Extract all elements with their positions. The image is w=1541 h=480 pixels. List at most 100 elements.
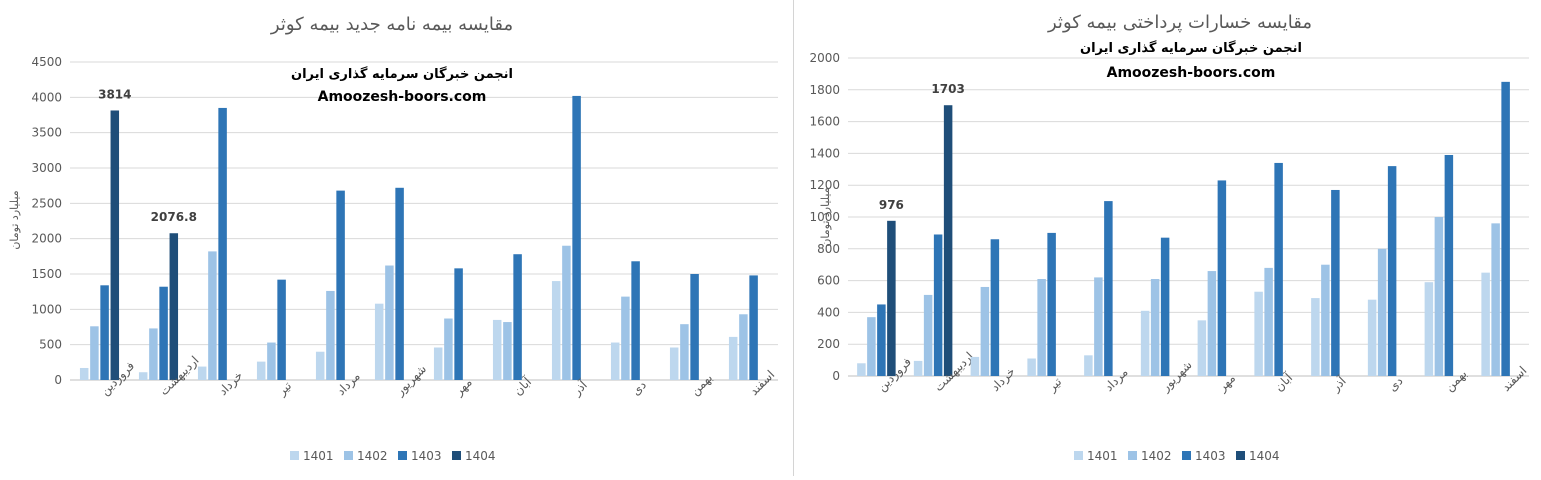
bar-1403-7 (454, 268, 463, 380)
y-tick-label: 500 (39, 338, 62, 352)
chart-title: مقایسه خسارات پرداختی بیمه کوثر (1047, 12, 1312, 33)
bar-1401-6 (1140, 310, 1150, 376)
bar-1404-2 (169, 233, 179, 380)
legend-label-1403: 1403 (1195, 449, 1226, 463)
y-tick-label: 1000 (31, 302, 62, 316)
bar-1402-4 (267, 342, 276, 380)
data-label: 3814 (98, 87, 131, 101)
bar-1402-9 (1321, 264, 1330, 376)
bar-1403-10 (1387, 166, 1397, 376)
bar-1401-5 (1084, 355, 1093, 376)
watermark-site: Amoozesh-boors.com (318, 89, 487, 105)
y-tick-label: 2000 (809, 51, 840, 65)
data-label: 1703 (931, 82, 964, 96)
bar-1403-9 (572, 95, 581, 381)
y-tick-label: 1800 (809, 83, 840, 97)
bar-1403-8 (513, 254, 522, 380)
bar-1401-8 (492, 319, 502, 380)
bar-1402-7 (1207, 271, 1217, 376)
bar-1403-12 (1501, 81, 1510, 376)
y-tick-label: 4500 (31, 55, 62, 69)
y-tick-label: 1500 (31, 267, 62, 281)
y-tick-label: 600 (817, 274, 840, 288)
data-label: 2076.8 (151, 210, 197, 224)
bar-1401-9 (551, 281, 561, 380)
bar-1404-2 (943, 105, 953, 377)
legend-label-1403: 1403 (411, 449, 442, 463)
y-tick-label: 1400 (809, 146, 840, 160)
bar-1403-11 (690, 274, 699, 380)
bar-1401-12 (1481, 272, 1490, 376)
bar-1402-7 (444, 318, 453, 380)
legend-label-1401: 1401 (303, 449, 334, 463)
legend-swatch-1401 (1074, 451, 1083, 460)
bar-1404-1 (887, 220, 896, 376)
bar-1402-10 (621, 296, 630, 380)
bar-1401-2 (138, 372, 148, 380)
bar-1401-4 (256, 361, 266, 380)
bar-1401-5 (315, 351, 325, 380)
bar-1403-2 (159, 286, 168, 380)
bar-1403-1 (877, 304, 886, 376)
x-tick-label: تیر (274, 379, 295, 400)
legend-swatch-1402 (344, 451, 353, 460)
legend-swatch-1401 (290, 451, 299, 460)
watermark-org: انجمن خبرگان سرمایه گذاری ایران (291, 66, 513, 82)
legend-swatch-1403 (1182, 451, 1191, 460)
bar-1402-8 (503, 322, 512, 380)
chart-claims-paid: مقایسه خسارات پرداختی بیمه کوثر 0 200 400 60… (809, 12, 1529, 463)
bar-1403-7 (1217, 180, 1227, 376)
bar-1401-10 (610, 342, 620, 380)
legend-label-1404: 1404 (465, 449, 496, 463)
y-tick-label: 1000 (809, 210, 840, 224)
y-tick-label: 3000 (31, 161, 62, 175)
data-label: 976 (879, 198, 904, 212)
bar-1401-1 (857, 363, 866, 376)
y-axis-label: میلیارد تومان (8, 190, 21, 249)
y-tick-label: 0 (832, 369, 840, 383)
bar-1404-1 (110, 110, 120, 381)
y-tick-label: 800 (817, 242, 840, 256)
panel-divider (793, 0, 794, 476)
bar-1401-7 (433, 347, 443, 380)
bar-1403-10 (631, 261, 640, 380)
bar-1402-2 (149, 328, 158, 380)
chart-title: مقایسه بیمه نامه جدید بیمه کوثر (270, 14, 513, 35)
bar-1401-8 (1254, 291, 1263, 376)
bar-1401-2 (913, 360, 923, 376)
bar-1401-6 (374, 303, 384, 380)
bar-1401-11 (1424, 282, 1434, 376)
legend-label-1401: 1401 (1087, 449, 1118, 463)
bar-1403-3 (218, 107, 227, 380)
bar-1401-7 (1197, 320, 1207, 376)
bar-1403-2 (933, 234, 943, 376)
bar-1401-10 (1367, 299, 1377, 376)
bar-1403-5 (1104, 201, 1113, 376)
bar-1402-1 (90, 326, 99, 380)
bar-1402-4 (1037, 279, 1046, 376)
bar-1403-4 (1047, 232, 1056, 376)
y-tick-label: 4000 (31, 90, 62, 104)
bar-1402-2 (923, 294, 933, 376)
y-tick-label: 2000 (31, 232, 62, 246)
bar-1403-12 (749, 275, 758, 380)
chart-new-policies: مقایسه بیمه نامه جدید بیمه کوثر 0 500 1000 1… (8, 14, 778, 463)
bar-1402-6 (385, 265, 394, 380)
bar-1402-6 (1150, 279, 1160, 376)
bar-1401-4 (1027, 358, 1036, 376)
watermark-site: Amoozesh-boors.com (1107, 65, 1276, 81)
x-tick-label: دی (629, 378, 649, 398)
bar-1402-10 (1377, 248, 1387, 376)
legend-swatch-1404 (452, 451, 461, 460)
legend-label-1402: 1402 (1141, 449, 1172, 463)
chart-panel-claims-paid: مقایسه خسارات پرداختی بیمه کوثر 0 200 400 60… (794, 0, 1541, 476)
bar-1402-12 (739, 314, 748, 380)
bar-1401-1 (79, 367, 89, 380)
bar-1401-11 (669, 347, 679, 380)
bar-1401-12 (728, 336, 738, 380)
x-tick-label: تیر (1044, 375, 1065, 396)
bar-1403-11 (1444, 154, 1454, 376)
legend-swatch-1404 (1236, 451, 1245, 460)
bar-1403-4 (277, 279, 286, 380)
y-tick-label: 0 (54, 373, 62, 387)
